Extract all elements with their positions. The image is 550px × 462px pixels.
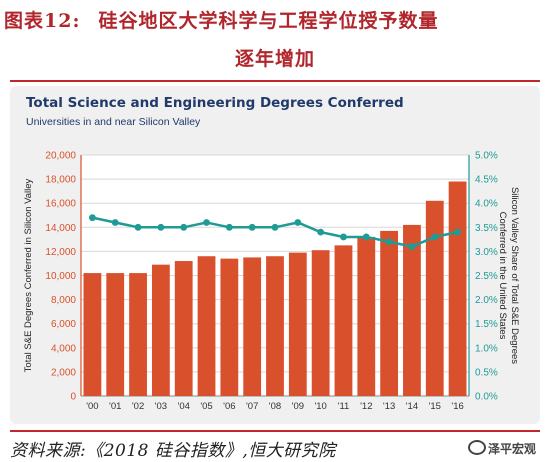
x-tick-label: '16 (451, 401, 463, 412)
line-point (362, 233, 370, 241)
y2-tick-label: 1.0% (475, 343, 498, 354)
line-point (454, 228, 461, 236)
line-point (203, 219, 210, 226)
y-tick-label: 4,000 (51, 343, 76, 354)
y2-tick-label: 3.5% (475, 223, 498, 234)
y2-tick-label: 2.5% (475, 271, 498, 282)
figure-title-line-1: 图表12: 硅谷地区大学科学与工程学位授予数量 (4, 6, 550, 33)
y-tick-label: 2,000 (51, 367, 76, 378)
y-tick-label: 10,000 (45, 271, 76, 282)
line-point (111, 219, 119, 226)
x-tick-label: '04 (178, 401, 190, 412)
y2-tick-label: 3.0% (475, 247, 498, 258)
bar (83, 273, 102, 396)
bar (220, 258, 239, 396)
line-point (431, 233, 439, 241)
x-tick-label: '10 (314, 401, 326, 412)
x-tick-label: '09 (292, 401, 304, 412)
bar (266, 256, 284, 396)
x-tick-label: '14 (406, 401, 418, 412)
y2-axis-title-line-1: Silicon Valley Share of Total S&E Degree… (509, 187, 520, 364)
line-point (385, 238, 393, 246)
x-tick-label: '06 (223, 401, 235, 412)
wechat-icon (467, 440, 486, 455)
y2-tick-label: 2.0% (475, 295, 498, 306)
line-point (248, 223, 256, 231)
line-point (340, 233, 347, 241)
bar (357, 236, 376, 396)
x-tick-label: '01 (109, 401, 121, 412)
line-point (225, 223, 233, 231)
x-tick-label: '11 (338, 401, 350, 412)
line-point (180, 223, 188, 231)
y-tick-label: 6,000 (51, 319, 76, 330)
x-tick-label: '03 (155, 401, 167, 412)
line-point (89, 214, 96, 222)
y-tick-label: 14,000 (45, 223, 76, 234)
bar (197, 256, 216, 396)
line-point (408, 243, 416, 250)
bar (243, 257, 262, 396)
x-tick-label: '13 (383, 401, 395, 412)
chart-title: Total Science and Engineering Degrees Co… (26, 95, 404, 111)
report-header: 图表12: 硅谷地区大学科学与工程学位授予数量 逐年增加 (0, 0, 550, 82)
y-tick-label: 12,000 (45, 247, 76, 258)
x-tick-label: '00 (86, 401, 98, 412)
x-tick-label: '12 (360, 401, 372, 412)
bar (403, 224, 421, 396)
bar (334, 245, 353, 396)
bar (311, 250, 330, 396)
y-tick-label: 8,000 (51, 295, 76, 306)
bar (425, 200, 444, 396)
x-tick-label: '02 (132, 401, 144, 412)
bar (151, 264, 170, 396)
bar (380, 230, 399, 396)
line-point (294, 219, 302, 226)
figure-number: 图表12: (4, 10, 81, 32)
x-tick-label: '07 (246, 401, 258, 412)
x-tick-label: '05 (200, 401, 212, 412)
bar (448, 181, 467, 396)
watermark-text: 泽平宏观 (487, 442, 536, 456)
top-divider (10, 80, 540, 82)
bar (288, 252, 307, 396)
y2-tick-label: 0.5% (475, 367, 498, 378)
y-axis-title: Total S&E Degrees Conferred in Silicon V… (23, 178, 34, 372)
y2-axis-title-line-2: Conferred in the United States (497, 212, 508, 340)
line-point (157, 223, 165, 231)
line-point (271, 223, 279, 231)
x-tick-label: '08 (269, 401, 281, 412)
y-tick-label: 16,000 (45, 199, 76, 210)
bar (174, 261, 193, 396)
watermark: 泽平宏观 (467, 440, 536, 457)
y2-tick-label: 4.5% (475, 175, 498, 186)
y2-tick-label: 4.0% (475, 199, 498, 210)
bar (106, 273, 125, 396)
chart-subtitle: Universities in and near Silicon Valley (26, 116, 201, 128)
y-tick-label: 18,000 (45, 175, 76, 186)
bottom-divider (10, 430, 540, 432)
bar (129, 273, 147, 396)
y-tick-label: 20,000 (45, 151, 76, 162)
y2-tick-label: 0.0% (475, 392, 498, 403)
y-tick-label: 0 (70, 392, 76, 403)
figure-title-line-2: 逐年增加 (234, 48, 315, 70)
source-note: 资料来源:《2018 硅谷指数》,恒大研究院 (10, 441, 336, 461)
y2-tick-label: 1.5% (475, 319, 498, 330)
x-tick-label: '15 (429, 401, 441, 412)
y2-tick-label: 5.0% (475, 151, 498, 162)
line-point (134, 223, 142, 231)
line-point (317, 228, 325, 236)
figure-title-text: 硅谷地区大学科学与工程学位授予数量 (98, 10, 439, 32)
